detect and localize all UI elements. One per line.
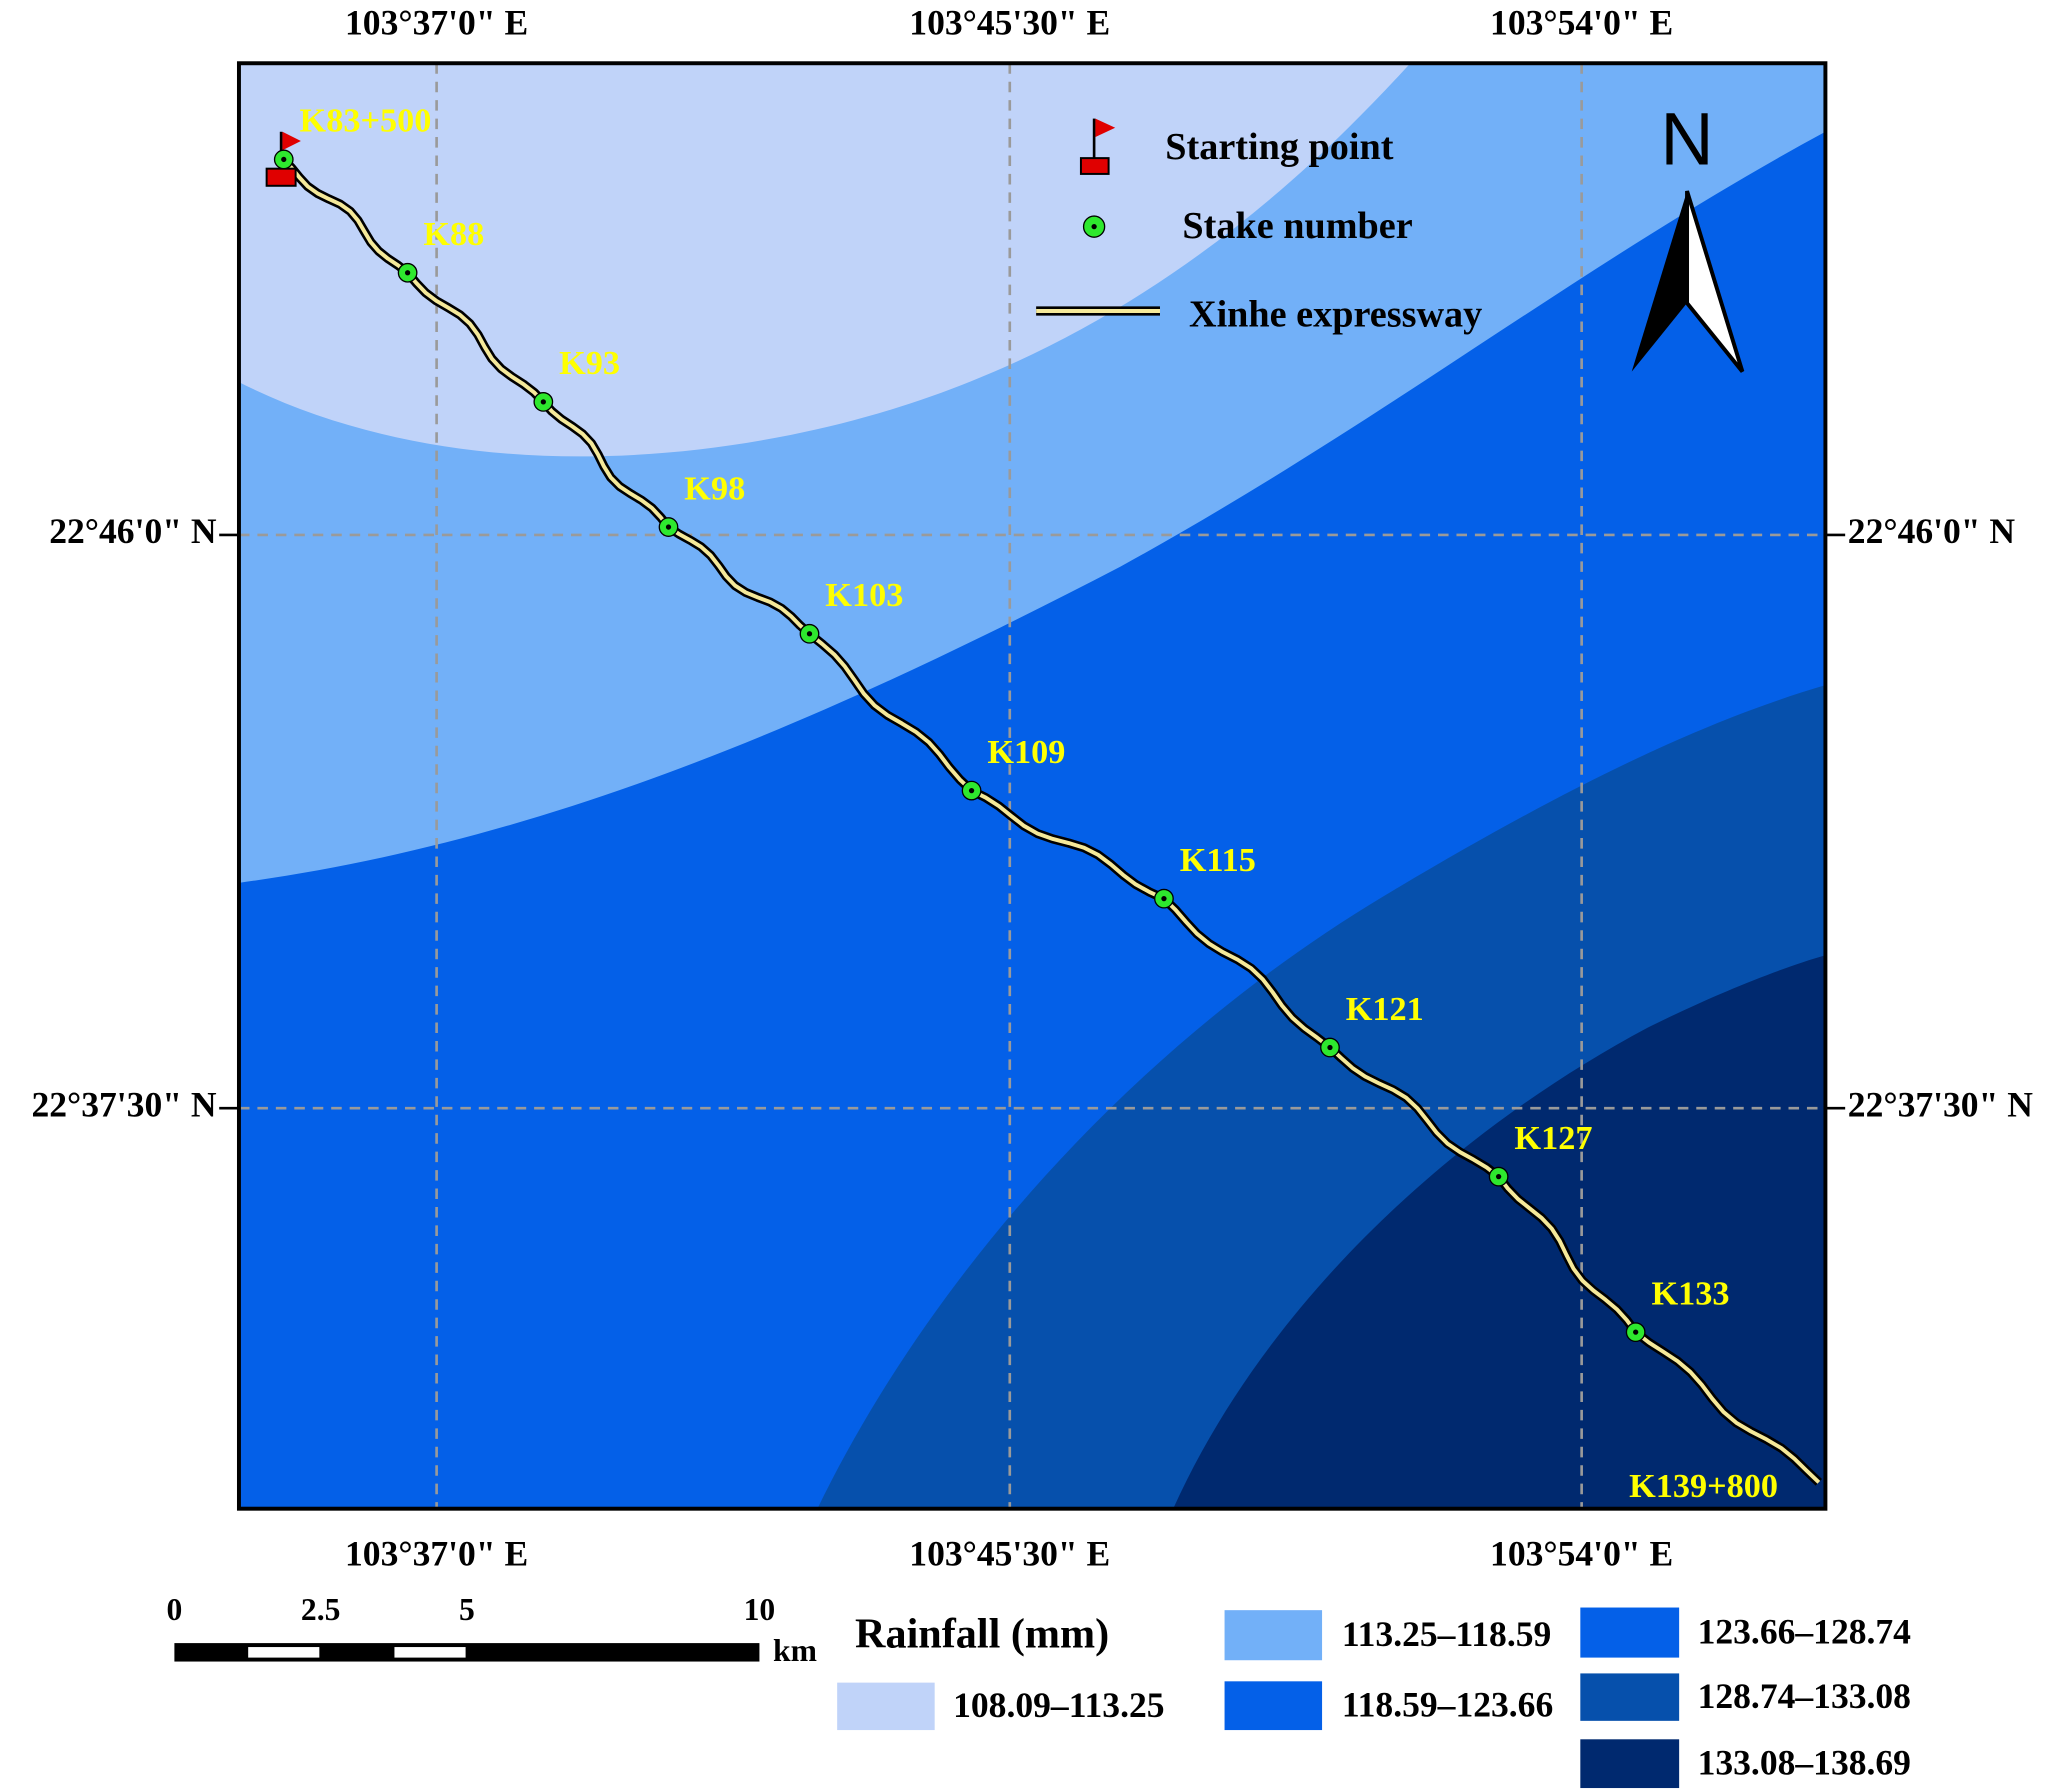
north-label: N xyxy=(1660,97,1713,180)
legend-stake-dot xyxy=(1091,224,1097,230)
flag-base xyxy=(1079,157,1110,175)
legend-stake: Stake number xyxy=(1182,205,1412,247)
map-frame xyxy=(236,61,1828,1511)
flag xyxy=(1095,118,1116,138)
rainfall-legend: Rainfall (mm) 108.09–113.25 113.25–118.59… xyxy=(837,1607,1912,1789)
stake-dot xyxy=(1161,896,1167,902)
coord-label: 103°54'0" E xyxy=(1490,1534,1673,1574)
class-swatch xyxy=(1580,1673,1680,1721)
map-legend: Starting point Stake number Xinhe expres… xyxy=(1036,118,1482,335)
coord-label: 22°46'0" N xyxy=(1848,511,2016,551)
stake-dot xyxy=(806,631,813,637)
scale-label: 5 xyxy=(459,1592,475,1627)
stake-dot xyxy=(968,787,975,794)
start-flag-base xyxy=(265,167,297,187)
north-arrow-left xyxy=(1631,191,1688,372)
zone-133-138 xyxy=(1173,955,1826,1509)
class-label: 113.25–118.59 xyxy=(1342,1614,1551,1654)
stake-dot xyxy=(404,270,411,276)
north-arrow-right xyxy=(1685,190,1745,373)
scale-bar-white xyxy=(394,1647,466,1658)
coord-label: 22°37'30" N xyxy=(31,1084,216,1124)
class-swatch xyxy=(1224,1681,1323,1731)
class-swatch xyxy=(1580,1607,1680,1658)
coord-label: 103°45'30" E xyxy=(909,3,1110,43)
stake-label: K88 xyxy=(423,215,484,253)
rainfall-zones xyxy=(238,63,1826,1509)
coord-label: 103°37'0" E xyxy=(345,1534,528,1574)
scale-bar: 0 2.5 5 10 km xyxy=(166,1592,816,1668)
stake-dot xyxy=(1633,1329,1639,1335)
class-label: 118.59–123.66 xyxy=(1342,1684,1553,1724)
stake-dot xyxy=(540,399,546,405)
stake-dot xyxy=(281,156,287,163)
stake-label: K139+800 xyxy=(1629,1467,1778,1505)
stake-label: K98 xyxy=(684,469,745,507)
coord-label: 22°37'30" N xyxy=(1848,1084,2033,1124)
stake-label: K115 xyxy=(1180,841,1256,879)
stake-label: K121 xyxy=(1346,990,1424,1028)
zone-108-113 xyxy=(238,63,1411,457)
coord-label: 103°54'0" E xyxy=(1490,3,1673,43)
start-flag xyxy=(282,131,301,151)
stake-label: K133 xyxy=(1651,1274,1729,1312)
coordinate-labels: 103°37'0" E 103°45'30" E 103°54'0" E 103°37… xyxy=(31,3,2033,1574)
scale-label: 2.5 xyxy=(301,1592,341,1627)
class-label: 123.66–128.74 xyxy=(1698,1611,1912,1651)
stake-dot xyxy=(1495,1174,1502,1180)
stakes: K83+500 K88 K93 K98 K103 K109 K115 K121 K127 K133… xyxy=(265,102,1778,1505)
stake-dot xyxy=(1327,1044,1333,1051)
rainfall-legend-title: Rainfall (mm) xyxy=(855,1611,1109,1658)
stake-label: K93 xyxy=(559,344,620,382)
legend-road-label: Xinhe expressway xyxy=(1189,293,1482,335)
coord-label: 103°37'0" E xyxy=(345,3,528,43)
north-arrow: N xyxy=(1631,97,1745,373)
class-swatch xyxy=(1224,1610,1323,1661)
stake-label: K109 xyxy=(987,733,1065,771)
coord-label: 103°45'30" E xyxy=(909,1534,1110,1574)
scale-label: 10 xyxy=(744,1592,776,1627)
class-label: 108.09–113.25 xyxy=(953,1685,1164,1725)
scale-unit: km xyxy=(773,1633,817,1668)
stake-dot xyxy=(665,524,672,530)
class-label: 128.74–133.08 xyxy=(1698,1676,1911,1716)
scale-bar-body xyxy=(174,1643,760,1662)
stake-label: K103 xyxy=(825,576,903,614)
coord-label: 22°46'0" N xyxy=(49,511,217,551)
scale-bar-white xyxy=(248,1647,320,1658)
stake-label: K83+500 xyxy=(300,102,432,140)
legend-start: Starting point xyxy=(1165,126,1393,168)
class-swatch xyxy=(1580,1739,1680,1789)
class-label: 133.08–138.69 xyxy=(1698,1742,1911,1782)
class-swatch xyxy=(837,1682,935,1731)
stake-label: K127 xyxy=(1514,1119,1592,1157)
scale-label: 0 xyxy=(166,1592,182,1627)
